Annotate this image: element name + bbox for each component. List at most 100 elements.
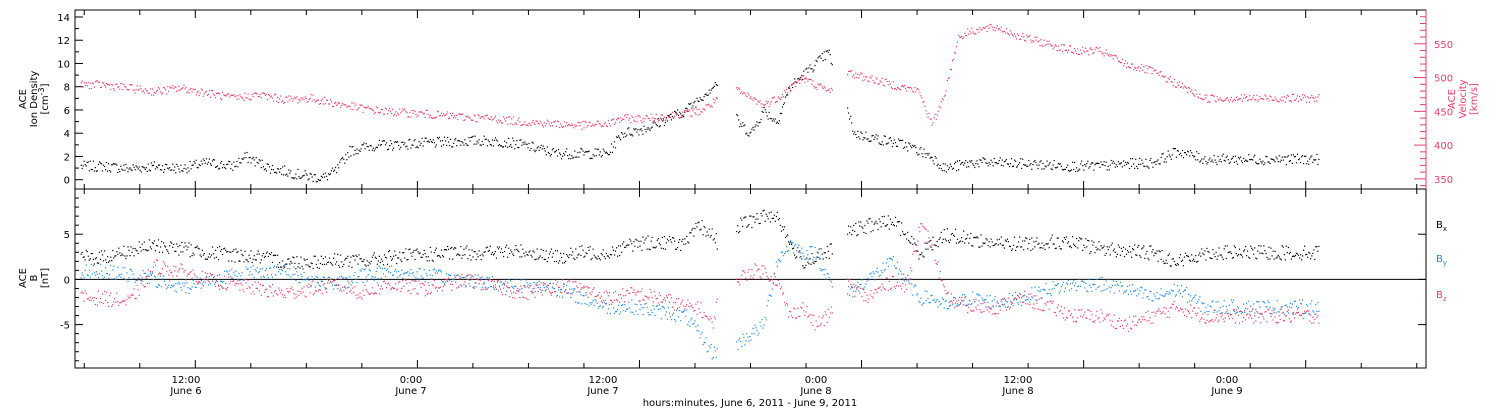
velocity-point <box>620 117 622 119</box>
velocity-point <box>300 97 302 99</box>
velocity-point <box>1127 66 1130 68</box>
velocity-point <box>1212 94 1214 96</box>
density-point <box>745 133 747 135</box>
velocity-point <box>1262 98 1264 100</box>
velocity-point <box>610 119 613 121</box>
field-point <box>945 240 947 242</box>
field-point <box>428 260 430 262</box>
velocity-point <box>1018 34 1020 36</box>
field-point <box>329 261 332 264</box>
velocity-point <box>110 88 112 91</box>
density-point <box>1256 162 1258 165</box>
density-point <box>1149 159 1151 161</box>
density-point <box>601 154 603 156</box>
density-point <box>226 163 228 166</box>
density-point <box>1306 163 1308 165</box>
field-point <box>1263 245 1265 247</box>
velocity-point <box>384 107 387 109</box>
density-point <box>199 164 201 167</box>
velocity-point <box>505 120 507 122</box>
velocity-point <box>1016 38 1018 40</box>
field-point <box>870 231 872 233</box>
field-point <box>155 286 158 288</box>
velocity-point <box>406 112 408 114</box>
density-point <box>456 145 458 147</box>
field-point <box>100 302 103 304</box>
field-point <box>628 244 630 246</box>
field-point <box>345 277 347 279</box>
field-point <box>983 300 985 302</box>
field-point <box>1264 302 1266 304</box>
density-point <box>892 142 894 144</box>
field-point <box>908 281 910 283</box>
density-point <box>976 160 978 162</box>
field-point <box>439 270 442 272</box>
field-point <box>1289 302 1291 304</box>
density-point <box>526 143 528 145</box>
field-point <box>84 290 86 292</box>
field-point <box>355 254 357 256</box>
field-point <box>1312 310 1314 312</box>
field-point <box>871 275 873 278</box>
velocity-point <box>715 97 717 99</box>
velocity-point <box>586 126 588 128</box>
density-point <box>104 165 106 168</box>
field-point <box>1255 308 1257 310</box>
field-point <box>529 250 531 252</box>
density-point <box>204 162 206 164</box>
velocity-point <box>871 75 873 77</box>
velocity-point <box>1267 97 1269 99</box>
field-point <box>902 231 904 233</box>
field-point <box>976 293 978 295</box>
field-point <box>828 257 830 259</box>
field-point <box>1317 302 1319 304</box>
velocity-point <box>699 113 701 115</box>
field-point <box>92 264 94 267</box>
field-point <box>913 286 915 288</box>
field-point <box>947 240 949 242</box>
density-point <box>1006 163 1008 165</box>
field-point <box>94 303 96 306</box>
field-point <box>499 281 502 283</box>
velocity-point <box>81 80 83 82</box>
velocity-point <box>674 115 676 117</box>
field-point <box>1082 280 1084 282</box>
field-point <box>193 283 195 285</box>
field-point <box>739 230 741 232</box>
density-point <box>861 132 863 134</box>
field-point <box>981 297 983 299</box>
velocity-point <box>815 86 817 88</box>
density-point <box>1047 165 1049 167</box>
field-point <box>115 255 117 257</box>
field-point <box>112 249 114 252</box>
density-point <box>131 169 133 172</box>
density-point <box>1180 155 1183 157</box>
density-point <box>451 146 453 148</box>
velocity-point <box>528 122 530 124</box>
field-point <box>383 254 386 256</box>
velocity-point <box>82 86 84 88</box>
field-point <box>492 285 494 287</box>
field-point <box>166 249 168 251</box>
field-point <box>1075 282 1077 284</box>
density-point <box>1131 165 1133 167</box>
field-point <box>1175 294 1177 296</box>
velocity-point <box>1294 99 1297 101</box>
field-point <box>1231 301 1233 303</box>
velocity-point <box>859 74 861 76</box>
field-point <box>215 256 218 258</box>
field-point <box>1040 289 1042 291</box>
field-point <box>296 271 298 273</box>
field-point <box>951 304 954 306</box>
velocity-point <box>254 92 256 94</box>
velocity-point <box>386 113 389 115</box>
velocity-point <box>1056 50 1058 52</box>
field-point <box>1180 260 1183 263</box>
field-point <box>1224 312 1226 314</box>
velocity-point <box>591 125 593 127</box>
field-point <box>988 307 990 309</box>
velocity-point <box>275 93 277 95</box>
field-point <box>322 258 324 260</box>
velocity-point <box>330 101 333 103</box>
velocity-point <box>807 80 809 82</box>
